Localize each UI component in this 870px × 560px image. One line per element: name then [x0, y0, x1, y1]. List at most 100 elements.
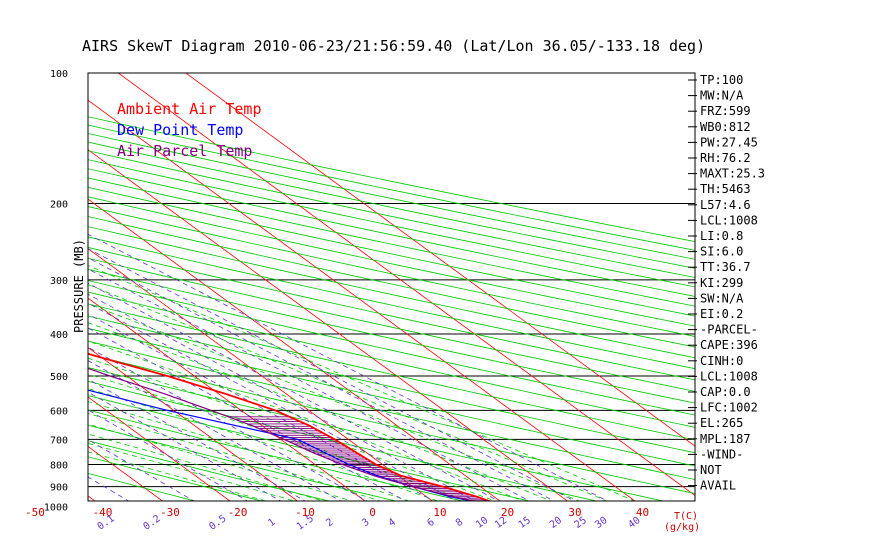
bottom-tick-label: -50 — [25, 506, 45, 519]
series-line — [88, 352, 492, 501]
pressure-tick-label: 700 — [50, 435, 68, 446]
mixing-ratio-line — [88, 346, 368, 501]
moist-adiabat — [88, 284, 608, 501]
index-entry: LFC:1002 — [700, 401, 758, 415]
legend-entry: Dew Point Temp — [117, 121, 243, 139]
mixing-ratio-tick-label: 8 — [454, 517, 465, 529]
mixing-ratio-tick-label: 20 — [548, 515, 564, 531]
plot-frame — [87, 72, 696, 502]
dry-adiabat — [88, 236, 695, 370]
isotherm — [117, 73, 695, 497]
isotherm — [88, 297, 366, 501]
isotherm — [185, 73, 695, 447]
mixing-ratio-unit-label: (g/kg) — [664, 522, 700, 533]
mixing-ratio-line — [88, 313, 435, 501]
pressure-axis: 100 200 300 400 500 600 700 800 900 1000 — [44, 69, 68, 514]
index-entry: WB0:812 — [700, 120, 751, 134]
isotherm-lines — [88, 73, 695, 501]
index-entry: PW:27.45 — [700, 135, 758, 149]
index-entry: TP:100 — [700, 73, 743, 87]
isotherm — [88, 99, 636, 501]
mixing-ratio-line — [88, 327, 407, 501]
dry-adiabat — [88, 327, 695, 467]
index-entry: LCL:1008 — [700, 213, 758, 227]
pressure-tick-label: 200 — [50, 199, 68, 210]
dry-adiabat — [88, 177, 695, 307]
index-entry: KI:299 — [700, 276, 743, 290]
mixing-ratio-line — [88, 409, 249, 501]
bottom-tick-label: 40 — [636, 506, 649, 519]
chart-title: AIRS SkewT Diagram 2010-06-23/21:56:59.4… — [82, 37, 705, 55]
pressure-tick-label: 300 — [50, 276, 68, 287]
index-entry: FRZ:599 — [700, 104, 751, 118]
mixing-ratio-tick-label: 3 — [360, 517, 371, 529]
moist-adiabat — [88, 442, 296, 501]
moist-adiabat — [88, 413, 382, 501]
bottom-tick-label: 0 — [369, 506, 376, 519]
bottom-tick-label: 30 — [568, 506, 581, 519]
dry-adiabat — [88, 472, 197, 501]
index-entry: AVAIL — [700, 479, 736, 493]
dry-adiabat — [88, 168, 695, 297]
index-entry: SI:6.0 — [700, 245, 743, 259]
moist-adiabat — [88, 423, 353, 501]
index-entry: CAP:0.0 — [700, 385, 751, 399]
dry-adiabat — [88, 141, 695, 269]
mixing-ratio-line — [88, 233, 609, 501]
mixing-ratio-tick-label: 15 — [517, 515, 533, 531]
index-entry: CAPE:396 — [700, 338, 758, 352]
mixing-ratio-tick-label: 6 — [425, 517, 436, 529]
bottom-tick-label: -10 — [295, 506, 315, 519]
series-line — [88, 367, 477, 501]
dry-adiabat — [88, 303, 695, 441]
dry-adiabat — [88, 216, 695, 348]
dry-adiabat — [88, 367, 666, 501]
index-entry: SW:N/A — [700, 291, 744, 305]
dry-adiabat — [88, 340, 695, 481]
moist-adiabat — [88, 401, 411, 501]
dry-adiabat — [88, 456, 264, 501]
dry-adiabat — [88, 440, 331, 501]
y-axis-label: PRESSURE (MB) — [72, 239, 86, 333]
isotherm — [88, 347, 299, 501]
pressure-tick-label: 800 — [50, 460, 68, 471]
mixing-ratio-line — [88, 293, 476, 501]
legend-entry: Ambient Air Temp — [117, 100, 262, 118]
index-entry: EI:0.2 — [700, 307, 743, 321]
bottom-temperature-axis: -50 -40 -30 -20 -10 0 10 20 30 40 — [25, 506, 649, 519]
dry-adiabat — [88, 380, 599, 501]
mixing-ratio-line — [88, 248, 576, 501]
dry-adiabat — [88, 196, 695, 327]
bottom-tick-label: -40 — [93, 506, 113, 519]
dry-adiabat — [88, 409, 465, 501]
mixing-ratio-line — [88, 282, 500, 501]
pressure-tick-label: 600 — [50, 406, 68, 417]
pressure-tick-label: 400 — [50, 330, 68, 341]
isotherm — [88, 149, 569, 501]
bottom-tick-label: -30 — [160, 506, 180, 519]
index-entry: LCL:1008 — [700, 369, 758, 383]
dry-adiabat — [88, 226, 695, 359]
pressure-tick-label: 500 — [50, 372, 68, 383]
index-entry: MAXT:25.3 — [700, 167, 765, 181]
index-entry: MPL:187 — [700, 432, 751, 446]
dry-adiabat — [88, 280, 695, 416]
mixing-ratio-lines — [88, 233, 609, 501]
pressure-tick-label: 100 — [50, 69, 68, 80]
moist-adiabat — [88, 433, 325, 501]
pressure-tick-label: 900 — [50, 483, 68, 494]
mixing-ratio-tick-label: 0.5 — [207, 513, 228, 532]
moist-adiabat — [88, 357, 496, 501]
bottom-tick-label: 10 — [433, 506, 446, 519]
series-line — [88, 389, 475, 501]
mixing-ratio-tick-label: 10 — [474, 515, 490, 531]
mixing-ratio-line — [88, 257, 555, 501]
mixing-ratio-tick-label: 4 — [387, 517, 398, 529]
moist-adiabat — [88, 265, 636, 501]
dry-adiabat — [88, 206, 695, 337]
dry-adiabat-lines — [88, 116, 695, 501]
mixing-ratio-line — [88, 302, 458, 501]
isotherm — [88, 495, 96, 501]
